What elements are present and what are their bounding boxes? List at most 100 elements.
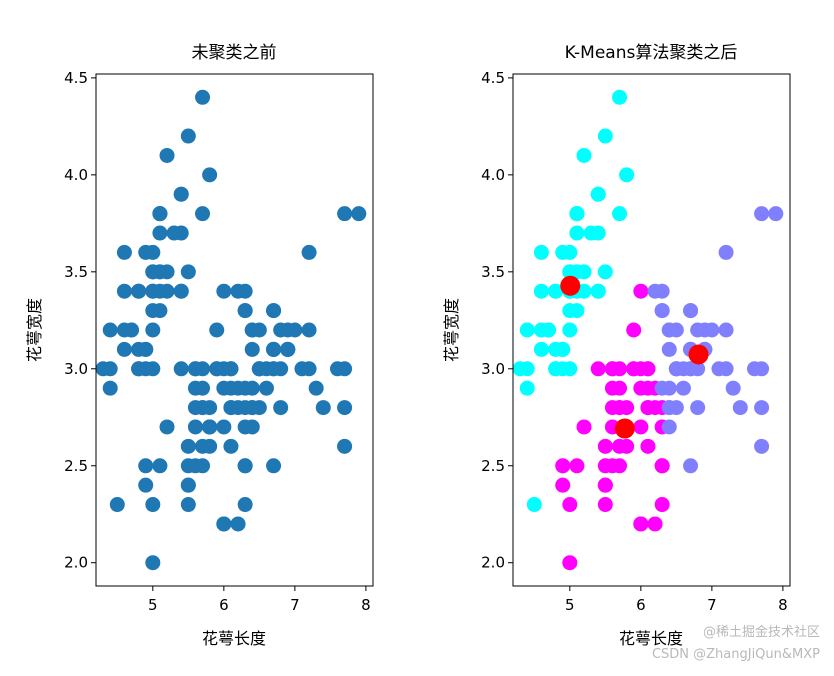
data-point: [633, 380, 649, 396]
data-point: [612, 206, 628, 222]
data-point: [216, 419, 232, 435]
data-point: [612, 380, 628, 396]
data-point: [180, 438, 196, 454]
data-point: [718, 244, 734, 260]
data-point: [548, 283, 564, 299]
data-point: [159, 147, 175, 163]
data-point: [626, 361, 642, 377]
data-point: [266, 303, 282, 319]
data-point: [180, 264, 196, 280]
y-axis-label: 花萼宽度: [25, 298, 44, 362]
data-point: [237, 380, 253, 396]
data-point: [258, 380, 274, 396]
data-point: [145, 361, 161, 377]
x-axis-label: 花萼长度: [619, 629, 683, 648]
data-point: [280, 341, 296, 357]
data-point: [266, 341, 282, 357]
y-tick-label: 2.5: [64, 457, 88, 475]
data-point: [597, 438, 613, 454]
data-point: [230, 283, 246, 299]
data-point: [583, 225, 599, 241]
y-tick-label: 3.5: [481, 263, 505, 281]
data-point: [555, 244, 571, 260]
data-point: [626, 322, 642, 338]
data-point: [754, 206, 770, 222]
data-point: [718, 361, 734, 377]
data-point: [562, 497, 578, 513]
data-point: [619, 400, 635, 416]
x-tick-label: 7: [290, 596, 300, 614]
data-point: [590, 186, 606, 202]
data-point: [180, 128, 196, 144]
data-point: [116, 341, 132, 357]
chart-title: K-Means算法聚类之后: [565, 43, 738, 63]
data-point: [555, 458, 571, 474]
x-tick-label: 8: [778, 596, 788, 614]
data-point: [202, 419, 218, 435]
data-point: [138, 341, 154, 357]
data-point: [718, 322, 734, 338]
data-point: [145, 264, 161, 280]
plot-frame: [512, 73, 791, 587]
data-point: [244, 322, 260, 338]
data-point: [308, 380, 324, 396]
centroid-point: [614, 418, 635, 439]
data-point: [180, 458, 196, 474]
data-point: [604, 400, 620, 416]
data-point: [654, 497, 670, 513]
data-point: [209, 322, 225, 338]
data-point: [138, 477, 154, 493]
data-point: [548, 361, 564, 377]
data-point: [569, 206, 585, 222]
data-point: [576, 419, 592, 435]
data-point: [102, 361, 118, 377]
data-point: [562, 264, 578, 280]
x-axis-ticks: 5 6 7 8: [148, 586, 371, 614]
data-point: [195, 361, 211, 377]
data-point: [202, 167, 218, 183]
data-point: [597, 477, 613, 493]
data-point: [173, 186, 189, 202]
data-point: [633, 516, 649, 532]
y-tick-label: 2.5: [481, 457, 505, 475]
x-tick-label: 5: [148, 596, 158, 614]
y-tick-label: 3.0: [64, 360, 88, 378]
data-point: [237, 303, 253, 319]
data-point: [145, 322, 161, 338]
data-point: [138, 244, 154, 260]
data-point: [152, 283, 168, 299]
data-point: [569, 225, 585, 241]
chart-after-kmeans: K-Means算法聚类之后 5 6 7 8 2.0 2.5 3.0 3.5 4.0 4.5 花萼…: [442, 43, 791, 648]
data-point: [109, 497, 125, 513]
data-point: [202, 438, 218, 454]
data-point: [661, 322, 677, 338]
data-point: [597, 128, 613, 144]
y-tick-label: 4.0: [481, 166, 505, 184]
data-point: [533, 322, 549, 338]
x-tick-label: 6: [219, 596, 229, 614]
data-point: [273, 400, 289, 416]
scatter-points: [512, 89, 784, 571]
data-point: [683, 361, 699, 377]
x-axis-ticks: 5 6 7 8: [565, 586, 788, 614]
data-point: [145, 497, 161, 513]
data-point: [619, 167, 635, 183]
data-point: [562, 361, 578, 377]
data-point: [173, 361, 189, 377]
x-tick-label: 8: [361, 596, 371, 614]
data-point: [533, 244, 549, 260]
data-point: [216, 516, 232, 532]
data-point: [116, 322, 132, 338]
data-point: [675, 380, 691, 396]
watermark-juejin: @稀土掘金技术社区: [702, 625, 820, 640]
chart-before-clustering: 未聚类之前 5 6 7 8 2.0 2.5 3.0 3.5 4.0 4.5 花萼长度 花萼宽度: [25, 43, 374, 648]
data-point: [337, 438, 353, 454]
data-point: [654, 380, 670, 396]
y-tick-label: 3.0: [481, 360, 505, 378]
data-point: [273, 322, 289, 338]
y-tick-label: 4.0: [64, 166, 88, 184]
data-point: [519, 380, 535, 396]
data-point: [683, 458, 699, 474]
data-point: [102, 322, 118, 338]
